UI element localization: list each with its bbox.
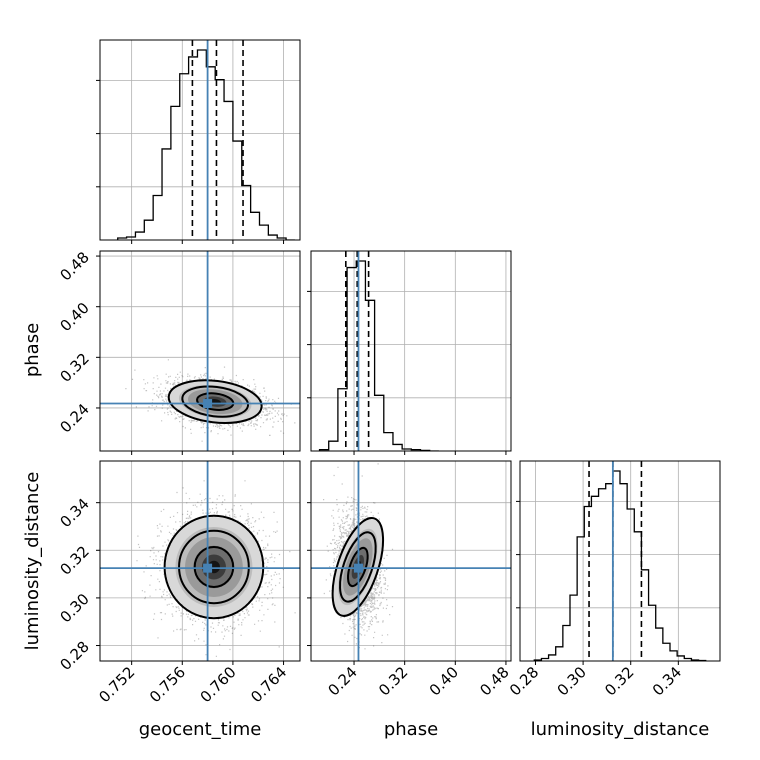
corner-panels: 0.752 0.756 0.760 0.764 0.24 0.32 0.40 0.480.28… — [56, 39, 721, 706]
truth-marker-2 — [353, 563, 363, 573]
density-contour-1-1 — [178, 529, 250, 605]
density-contour-2-0 — [331, 517, 385, 617]
hist-1-frame — [310, 250, 512, 452]
y-axis-label-luminosity-distance: luminosity_distance — [22, 472, 43, 651]
y-axis-label-phase: phase — [22, 323, 43, 377]
histogram-contents-1 — [318, 251, 439, 451]
histogram-contents-0 — [117, 40, 295, 240]
truth-marker-0 — [203, 399, 213, 409]
joint-1-frame — [99, 460, 301, 662]
joint-contents-0 — [100, 251, 300, 451]
density-contour-2-2 — [346, 546, 369, 588]
histogram-step-phase — [318, 260, 439, 451]
density-contour-0-1 — [181, 385, 250, 418]
joint-0-frame — [99, 250, 301, 452]
density-contour-2-1 — [338, 531, 377, 603]
density-contour-1-0 — [163, 514, 265, 620]
histogram-step-luminosity-distance — [533, 470, 707, 661]
joint-contents-2 — [311, 461, 511, 661]
density-contour-1-2 — [193, 545, 235, 588]
joint-panel-geocent-time-vs-phase — [96, 250, 301, 455]
truth-marker-1 — [203, 563, 213, 573]
histogram-contents-2 — [533, 461, 707, 661]
joint-contents-1 — [100, 461, 300, 661]
histogram-panel-phase — [307, 250, 512, 455]
histogram-panel-geocent-time — [96, 39, 301, 244]
x-axis-label-luminosity-distance: luminosity_distance — [531, 719, 710, 740]
joint-panel-geocent-time-vs-luminosity-distance — [96, 460, 301, 665]
hist-0-frame — [99, 39, 301, 241]
density-contour-0-0 — [167, 379, 263, 424]
histogram-step-geocent-time — [117, 49, 295, 240]
histogram-panel-luminosity-distance — [516, 460, 721, 665]
joint-panel-phase-vs-luminosity-distance — [307, 460, 512, 665]
x-axis-label-geocent-time: geocent_time — [139, 719, 262, 740]
x-axis-label-phase: phase — [384, 719, 438, 740]
hist-2-frame — [519, 460, 721, 662]
joint-2-frame — [310, 460, 512, 662]
